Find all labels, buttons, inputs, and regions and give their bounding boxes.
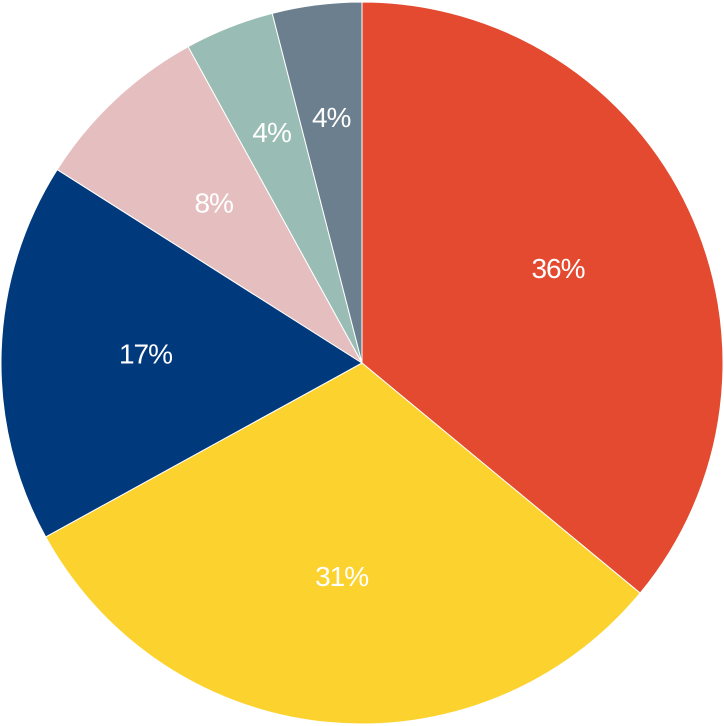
slice-label: 36% <box>531 253 584 284</box>
slice-label: 4% <box>312 102 351 133</box>
slice-label: 8% <box>194 187 233 218</box>
pie-slice <box>0 168 363 538</box>
slice-label: 31% <box>315 561 368 592</box>
pie-slice <box>271 1 363 364</box>
pie-slice <box>56 45 363 364</box>
pie-slice <box>361 1 724 594</box>
slice-label: 17% <box>119 339 172 370</box>
pie-slice <box>44 362 641 725</box>
slice-label: 4% <box>252 117 291 148</box>
